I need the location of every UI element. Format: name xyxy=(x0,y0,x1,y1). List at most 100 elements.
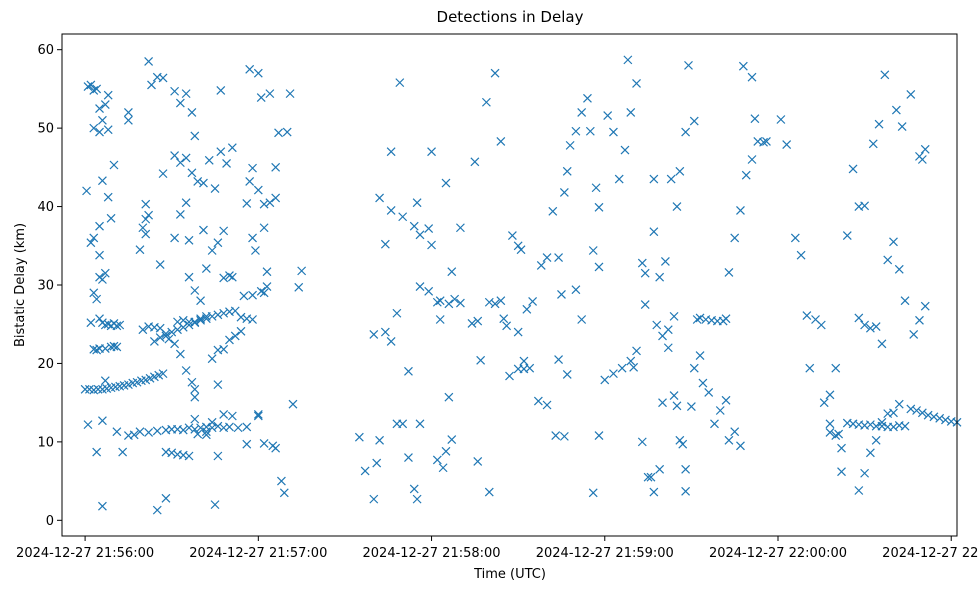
data-point xyxy=(715,406,725,415)
y-tick-label: 60 xyxy=(37,43,54,58)
data-point xyxy=(730,427,740,437)
data-point xyxy=(438,463,448,473)
data-point xyxy=(441,446,451,456)
data-point xyxy=(646,472,656,482)
data-point xyxy=(210,184,220,193)
data-point xyxy=(213,238,223,248)
data-point xyxy=(271,193,281,203)
data-point xyxy=(652,320,662,330)
y-tick-label: 0 xyxy=(46,514,54,529)
data-point xyxy=(747,155,757,164)
data-point xyxy=(265,198,275,208)
data-point xyxy=(889,422,898,432)
data-point xyxy=(92,294,102,304)
data-point xyxy=(736,206,745,215)
data-point xyxy=(112,342,122,352)
data-point xyxy=(415,282,425,291)
data-point xyxy=(248,233,257,243)
data-point xyxy=(519,356,529,366)
x-tick-label: 2024-12-27 22:00:00 xyxy=(709,546,847,561)
data-point xyxy=(698,378,708,388)
data-point xyxy=(816,320,826,330)
data-point xyxy=(686,402,696,412)
data-point xyxy=(802,311,812,321)
data-point xyxy=(175,158,185,168)
data-point xyxy=(897,122,907,131)
data-point xyxy=(213,310,223,320)
data-point xyxy=(409,221,419,231)
data-point xyxy=(271,162,281,172)
data-point xyxy=(216,147,226,157)
data-point xyxy=(637,258,647,268)
data-point xyxy=(144,57,154,66)
data-point xyxy=(219,308,229,318)
data-point xyxy=(554,355,564,364)
data-point xyxy=(854,313,864,323)
data-point xyxy=(253,409,263,419)
data-point xyxy=(684,60,693,70)
data-point xyxy=(536,260,546,270)
data-point xyxy=(689,116,699,126)
data-point xyxy=(184,451,194,461)
data-point xyxy=(236,326,246,336)
data-point xyxy=(259,199,269,209)
data-point xyxy=(386,337,396,346)
data-point xyxy=(213,380,223,390)
data-point xyxy=(100,268,110,278)
data-point xyxy=(681,127,691,137)
data-point xyxy=(865,420,875,430)
data-point xyxy=(877,417,887,427)
data-point xyxy=(123,115,133,125)
data-point xyxy=(193,177,203,186)
data-point xyxy=(187,108,197,117)
data-point xyxy=(141,199,151,209)
data-point xyxy=(490,68,500,78)
data-point xyxy=(620,145,630,155)
data-point xyxy=(184,423,194,433)
data-point xyxy=(297,266,307,276)
data-point xyxy=(629,362,639,372)
data-point xyxy=(617,363,627,373)
data-point xyxy=(282,127,292,137)
data-point xyxy=(230,331,240,341)
data-point xyxy=(571,126,581,136)
data-point xyxy=(533,396,543,406)
data-point xyxy=(86,318,96,328)
data-point xyxy=(112,427,122,437)
data-point xyxy=(710,419,719,429)
data-point xyxy=(354,432,364,442)
data-point xyxy=(427,147,436,157)
data-markers xyxy=(80,55,962,515)
data-point xyxy=(138,325,148,335)
data-point xyxy=(917,155,927,164)
data-point xyxy=(372,458,382,468)
data-point xyxy=(894,399,904,409)
data-point xyxy=(923,410,933,420)
data-point xyxy=(860,468,870,478)
data-point xyxy=(259,439,269,448)
data-point xyxy=(144,428,154,437)
data-point xyxy=(831,431,841,441)
data-point xyxy=(528,297,538,306)
data-point xyxy=(167,327,177,337)
data-point xyxy=(201,311,211,321)
data-point xyxy=(155,260,165,270)
data-point xyxy=(865,448,875,458)
data-point xyxy=(594,431,604,441)
data-point xyxy=(181,89,191,99)
data-point xyxy=(248,290,257,300)
data-point xyxy=(193,429,203,439)
y-axis-label: Bistatic Delay (km) xyxy=(13,223,28,347)
x-tick-label: 2024-12-27 21:57:00 xyxy=(189,546,327,561)
data-point xyxy=(917,408,927,418)
data-point xyxy=(187,377,197,387)
data-point xyxy=(415,230,425,240)
data-point xyxy=(594,202,604,212)
data-point xyxy=(288,399,298,409)
data-point xyxy=(97,501,107,511)
data-point xyxy=(837,443,846,453)
data-point xyxy=(871,322,881,331)
data-point xyxy=(643,472,653,482)
data-point xyxy=(626,108,636,117)
data-point xyxy=(874,119,884,129)
